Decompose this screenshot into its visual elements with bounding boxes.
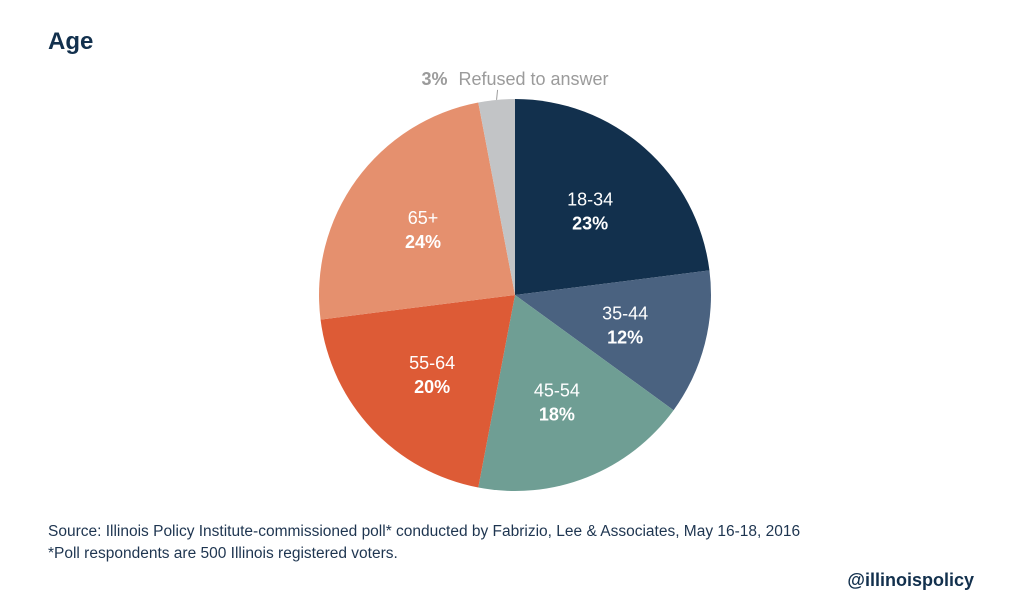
source-text: Source: Illinois Policy Institute-commis… (48, 523, 801, 540)
callout-text: Refused to answer (458, 69, 608, 89)
pie-slices (319, 99, 711, 491)
slice-value: 23% (572, 214, 608, 234)
slice-value: 12% (607, 327, 643, 347)
pie-slice-55-64 (320, 295, 515, 488)
slice-value: 20% (414, 377, 450, 397)
callout-label: 3% Refused to answer (421, 69, 608, 89)
callout-value: 3% (421, 69, 447, 89)
footnote-text: *Poll respondents are 500 Illinois regis… (48, 545, 398, 562)
pie-slice-35-44 (515, 270, 711, 411)
pie-slice-45-54 (478, 295, 674, 491)
slice-label: 18-34 (567, 190, 613, 210)
slice-label: 65+ (408, 208, 439, 228)
slice-value: 18% (539, 405, 575, 425)
slice-label: 45-54 (534, 381, 580, 401)
callout-leader-line (496, 89, 499, 100)
slice-label: 35-44 (602, 303, 648, 323)
pie-labels: 18-34 23% 35-44 12% 45-54 18% 55-64 20% 65+ 24% (405, 190, 648, 425)
chart-title: Age (48, 28, 94, 55)
slice-label: 55-64 (409, 353, 455, 373)
brand-handle: @illinoispolicy (847, 570, 974, 590)
slice-value: 24% (405, 232, 441, 252)
pie-slice-18-34 (515, 99, 710, 295)
source-note: Source: Illinois Policy Institute-commis… (48, 521, 800, 565)
pie-slice-65- (319, 102, 515, 320)
pie-slice-refused-to-answer (478, 99, 515, 295)
